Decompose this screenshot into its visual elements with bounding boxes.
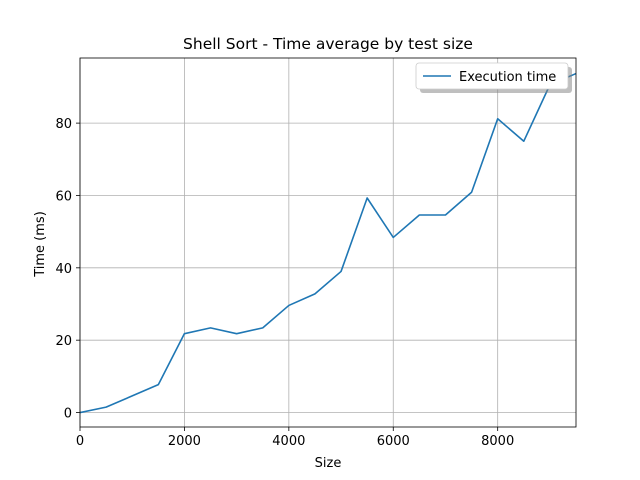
x-tick-label: 4000 [272,434,305,449]
legend-box [415,62,569,90]
y-axis-ticks: 0 20 40 60 80 [55,117,80,422]
series-line [80,72,576,414]
y-axis-label: Time (ms) [33,211,48,278]
y-tick-label: 20 [55,334,72,349]
plot-frame [79,57,577,428]
legend-label: Execution time [459,70,556,85]
legend: Execution time [415,62,572,93]
grid-lines [79,58,576,427]
x-tick-label: 0 [76,434,84,449]
chart-title: Shell Sort - Time average by test size [183,35,473,53]
y-tick-label: 80 [55,117,72,132]
x-tick-label: 8000 [481,434,514,449]
series-layer [80,72,576,414]
y-tick-label: 60 [55,189,72,204]
x-axis-label: Size [315,456,342,471]
y-tick-label: 40 [55,262,72,277]
x-tick-label: 6000 [377,434,410,449]
x-tick-label: 2000 [168,434,201,449]
y-tick-label: 0 [64,407,72,422]
x-axis-ticks: 0 2000 4000 6000 8000 [76,427,514,449]
